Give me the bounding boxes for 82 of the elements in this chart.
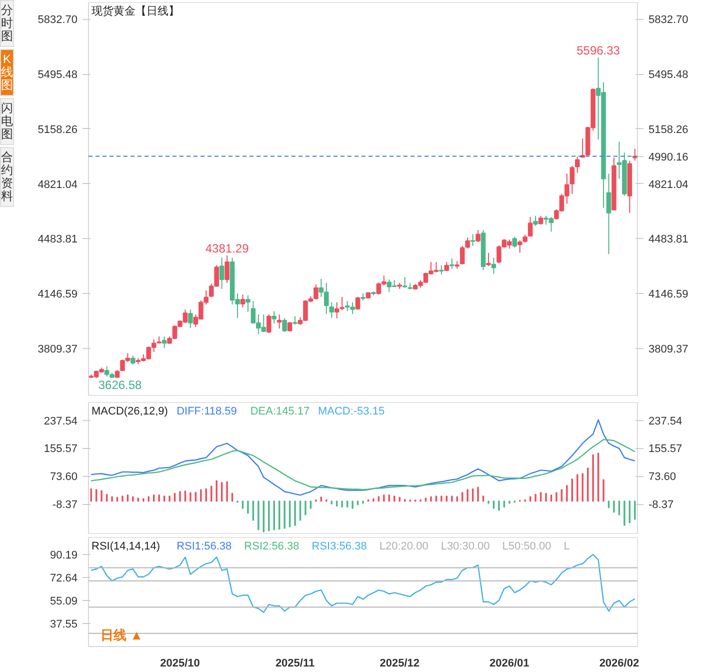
text: 闪电图 [0, 98, 14, 145]
y-tick-label: 5158.26 [38, 124, 78, 136]
line-series [90, 438, 636, 490]
candlestick [402, 276, 408, 288]
candlestick [272, 310, 276, 324]
candlestick [355, 296, 360, 310]
annotation: 日线 ▲ [100, 628, 143, 642]
y-tick-label: 55.09 [50, 595, 78, 608]
y2-tick-label: 155.57 [648, 443, 682, 456]
candlestick [219, 257, 224, 290]
candlestick [450, 258, 454, 270]
candlestick [246, 294, 250, 312]
text: 合约资料 [0, 147, 14, 207]
y-tick-label: -8.37 [52, 499, 78, 512]
x-tick-label: 2025/10 [160, 658, 200, 670]
annotation: 5596.33 [576, 44, 620, 58]
candlestick [486, 252, 491, 267]
y2-tick-label: 5832.70 [648, 14, 688, 26]
y2-tick-label: 4483.81 [648, 234, 688, 246]
candlestick [574, 156, 580, 174]
x-tick-label: 2025/12 [380, 658, 420, 670]
y-tick-label: 73.60 [50, 471, 78, 484]
y-tick-label: 237.54 [44, 415, 78, 428]
y2-tick-label: 5495.48 [648, 69, 688, 82]
y2-tick-label: 4821.04 [648, 178, 688, 191]
candlestick [276, 314, 282, 329]
text: 分时图 [0, 0, 14, 47]
text: DIFF:118.59 [176, 406, 237, 418]
annotation: 4381.29 [205, 241, 250, 256]
candlestick [606, 173, 612, 255]
candlestick [282, 318, 287, 332]
chart-title: MACD(26,12,9) [92, 406, 168, 418]
y-tick-label: 3809.37 [38, 343, 78, 356]
y-tick-label: 37.55 [50, 618, 78, 630]
candlestick [287, 321, 292, 332]
y2-tick-label: 4990.16 [648, 151, 688, 164]
candlestick [266, 314, 272, 334]
y-tick-label: 4821.04 [38, 178, 78, 191]
y-tick-label: 4483.81 [38, 234, 78, 246]
chart-title: RSI(14,14,14) [92, 540, 160, 552]
candlestick [188, 309, 193, 328]
line-series [90, 419, 636, 496]
annotation: 3626.58 [98, 378, 142, 392]
text: DEA:145.17 [250, 406, 310, 418]
y-tick-label: 5495.48 [38, 69, 78, 82]
x-tick-label: 2025/11 [275, 658, 315, 670]
y2-tick-label: 4146.59 [648, 288, 688, 301]
line-series [90, 554, 636, 613]
annotation: RSI1:56.38 [176, 540, 232, 552]
candlestick [533, 215, 538, 226]
y2-tick-label: 5158.26 [648, 124, 688, 136]
candlestick [570, 165, 575, 194]
y-tick-label: 90.19 [50, 549, 78, 562]
annotation: RSI2:56.38 [244, 540, 300, 552]
candlestick [476, 230, 480, 243]
y2-tick-label: -8.37 [648, 499, 674, 512]
y2-tick-label: 73.60 [648, 471, 676, 484]
y2-tick-label: 3809.37 [648, 343, 688, 356]
y2-tick-label: 237.54 [648, 415, 682, 428]
annotation: MACD:-53.15 [318, 406, 385, 418]
candlestick [329, 302, 334, 318]
candlestick [528, 216, 533, 238]
candlestick [470, 234, 476, 246]
annotation: L [564, 540, 570, 552]
chart-title: 现货黄金【日线】 [92, 4, 180, 18]
candlestick [512, 236, 518, 248]
candlestick [491, 257, 496, 274]
y-tick-label: 155.57 [44, 443, 78, 456]
annotation: L30:30.00 [440, 540, 490, 552]
candlestick [224, 254, 230, 284]
text: K线图 [0, 49, 14, 96]
y-tick-label: 4146.59 [38, 288, 78, 301]
candlestick [439, 264, 444, 275]
annotation: L20:20.00 [379, 540, 428, 552]
y-tick-label: 5832.70 [38, 14, 78, 26]
y-tick-label: 72.64 [50, 572, 78, 584]
candlestick [240, 294, 246, 308]
x-tick-label: 2026/01 [490, 658, 530, 670]
annotation: L50:50.00 [502, 540, 552, 552]
x-tick-label: 2026/02 [599, 658, 640, 670]
candlestick [162, 336, 167, 349]
annotation: RSI3:56.38 [312, 540, 367, 552]
